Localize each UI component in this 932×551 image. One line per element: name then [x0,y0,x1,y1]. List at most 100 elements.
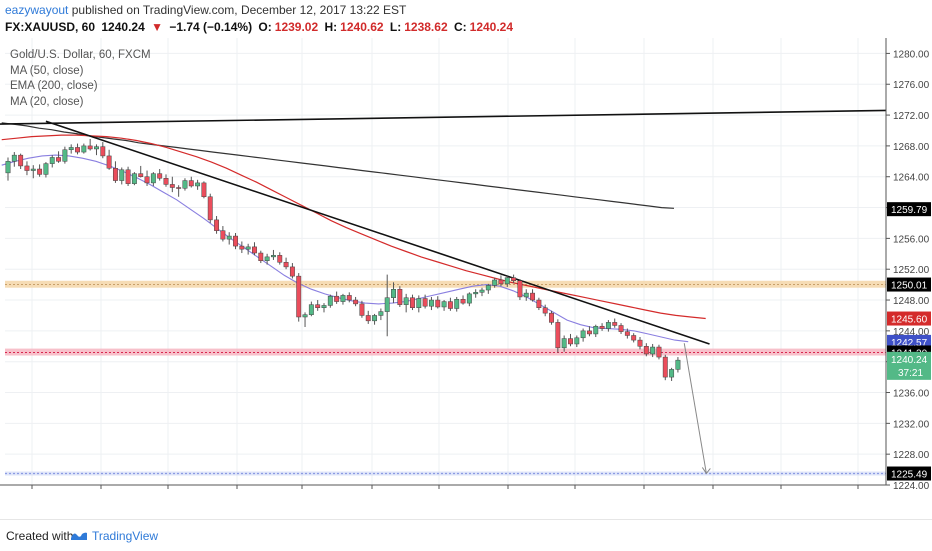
price-label: 1225.49 [891,470,928,481]
candle [498,275,504,287]
candle-body [315,304,321,308]
candle [422,294,428,309]
candle [435,296,441,309]
price-tick-label: 1248.00 [893,296,930,307]
candle-body [100,146,106,157]
price-label-bg [887,466,931,481]
candle [410,294,415,311]
candle-body [214,219,220,231]
candle-body [327,295,333,306]
candle-body [365,315,371,322]
candle [182,178,188,191]
author-link[interactable]: eazywayout [5,3,69,17]
candle [340,293,346,305]
symbol-info: FX:XAUUSD, 60 1240.24 ▼ −1.74 (−0.14%) O… [5,20,516,36]
candle [233,232,238,250]
candle [580,328,586,342]
zones [5,280,886,476]
candle [68,144,74,154]
created-with-text: Created with [6,529,74,543]
candle-body [49,157,55,164]
target-zone [5,471,886,476]
candle-body [675,359,681,370]
trendline-2 [45,120,710,345]
candle [403,293,409,313]
candle [523,289,529,301]
candle-body [296,275,302,318]
candle-body [523,292,529,298]
candle [568,333,573,347]
candle-body [586,330,592,335]
candle-body [346,295,352,301]
candle-body [511,277,517,282]
candle [201,181,207,199]
price-label: 1245.60 [891,315,928,326]
legend-ma50[interactable]: MA (50, close) [10,64,84,77]
candle [416,295,422,313]
candle [37,164,43,177]
candle-body [169,184,175,188]
legend-ma20[interactable]: MA (20, close) [10,95,84,108]
close-value: 1240.24 [469,20,514,34]
candle-body [334,295,340,302]
candle [428,296,434,311]
candle-body [321,305,327,308]
candle [643,343,649,357]
trendline-1 [0,109,887,125]
open-value: 1239.02 [274,20,319,34]
candle [637,337,643,350]
last-price: 1240.24 [101,20,145,34]
candle-body [5,161,11,174]
candle-body [119,169,125,181]
price-tick-label: 1272.00 [893,111,930,122]
candle [157,169,163,181]
candle [169,176,175,193]
legend-symbol[interactable]: Gold/U.S. Dollar, 60, FXCM [10,49,151,61]
candle [112,161,118,183]
legend-ema200[interactable]: EMA (200, close) [10,80,98,92]
last-price-bg [887,351,931,380]
candle-body [270,255,276,258]
candle [270,249,276,260]
candle-body [580,330,586,339]
candle-body [549,312,554,323]
candle [264,253,270,265]
price-tick-label: 1276.00 [893,80,930,91]
down-arrow-icon: ▼ [151,20,163,34]
candle [296,273,302,322]
candle [321,303,327,313]
price-label: 1242.57 [891,338,928,349]
candle [378,308,384,321]
candle-body [56,157,62,162]
candle-body [220,230,226,240]
last-price-label: 1240.24 [891,355,928,366]
tradingview-brand-link[interactable]: TradingView [92,529,159,543]
candle [353,296,359,307]
candle [447,297,453,311]
candle-body [466,293,472,304]
candle [18,153,24,170]
price-label-bg [887,202,931,217]
candle-body [112,167,118,181]
candle-body [624,331,630,336]
candle [504,276,510,287]
candle-body [416,298,422,308]
candle [536,297,542,311]
price-chart[interactable]: 1280.001276.001272.001268.001264.001260.… [0,38,932,493]
candle [43,162,49,178]
candle-body [359,303,365,316]
projection-arrow [683,343,707,474]
ema200-line [1,122,675,209]
candles [5,138,681,381]
candle-body [62,149,68,162]
candle-body [555,322,561,349]
candle-body [340,295,346,302]
candle-body [517,280,523,298]
candle-body [81,145,87,153]
candle-body [599,325,605,329]
candle [441,300,447,311]
candle [479,287,485,297]
candle-body [384,297,390,312]
candle [176,185,182,197]
candle [334,291,340,304]
